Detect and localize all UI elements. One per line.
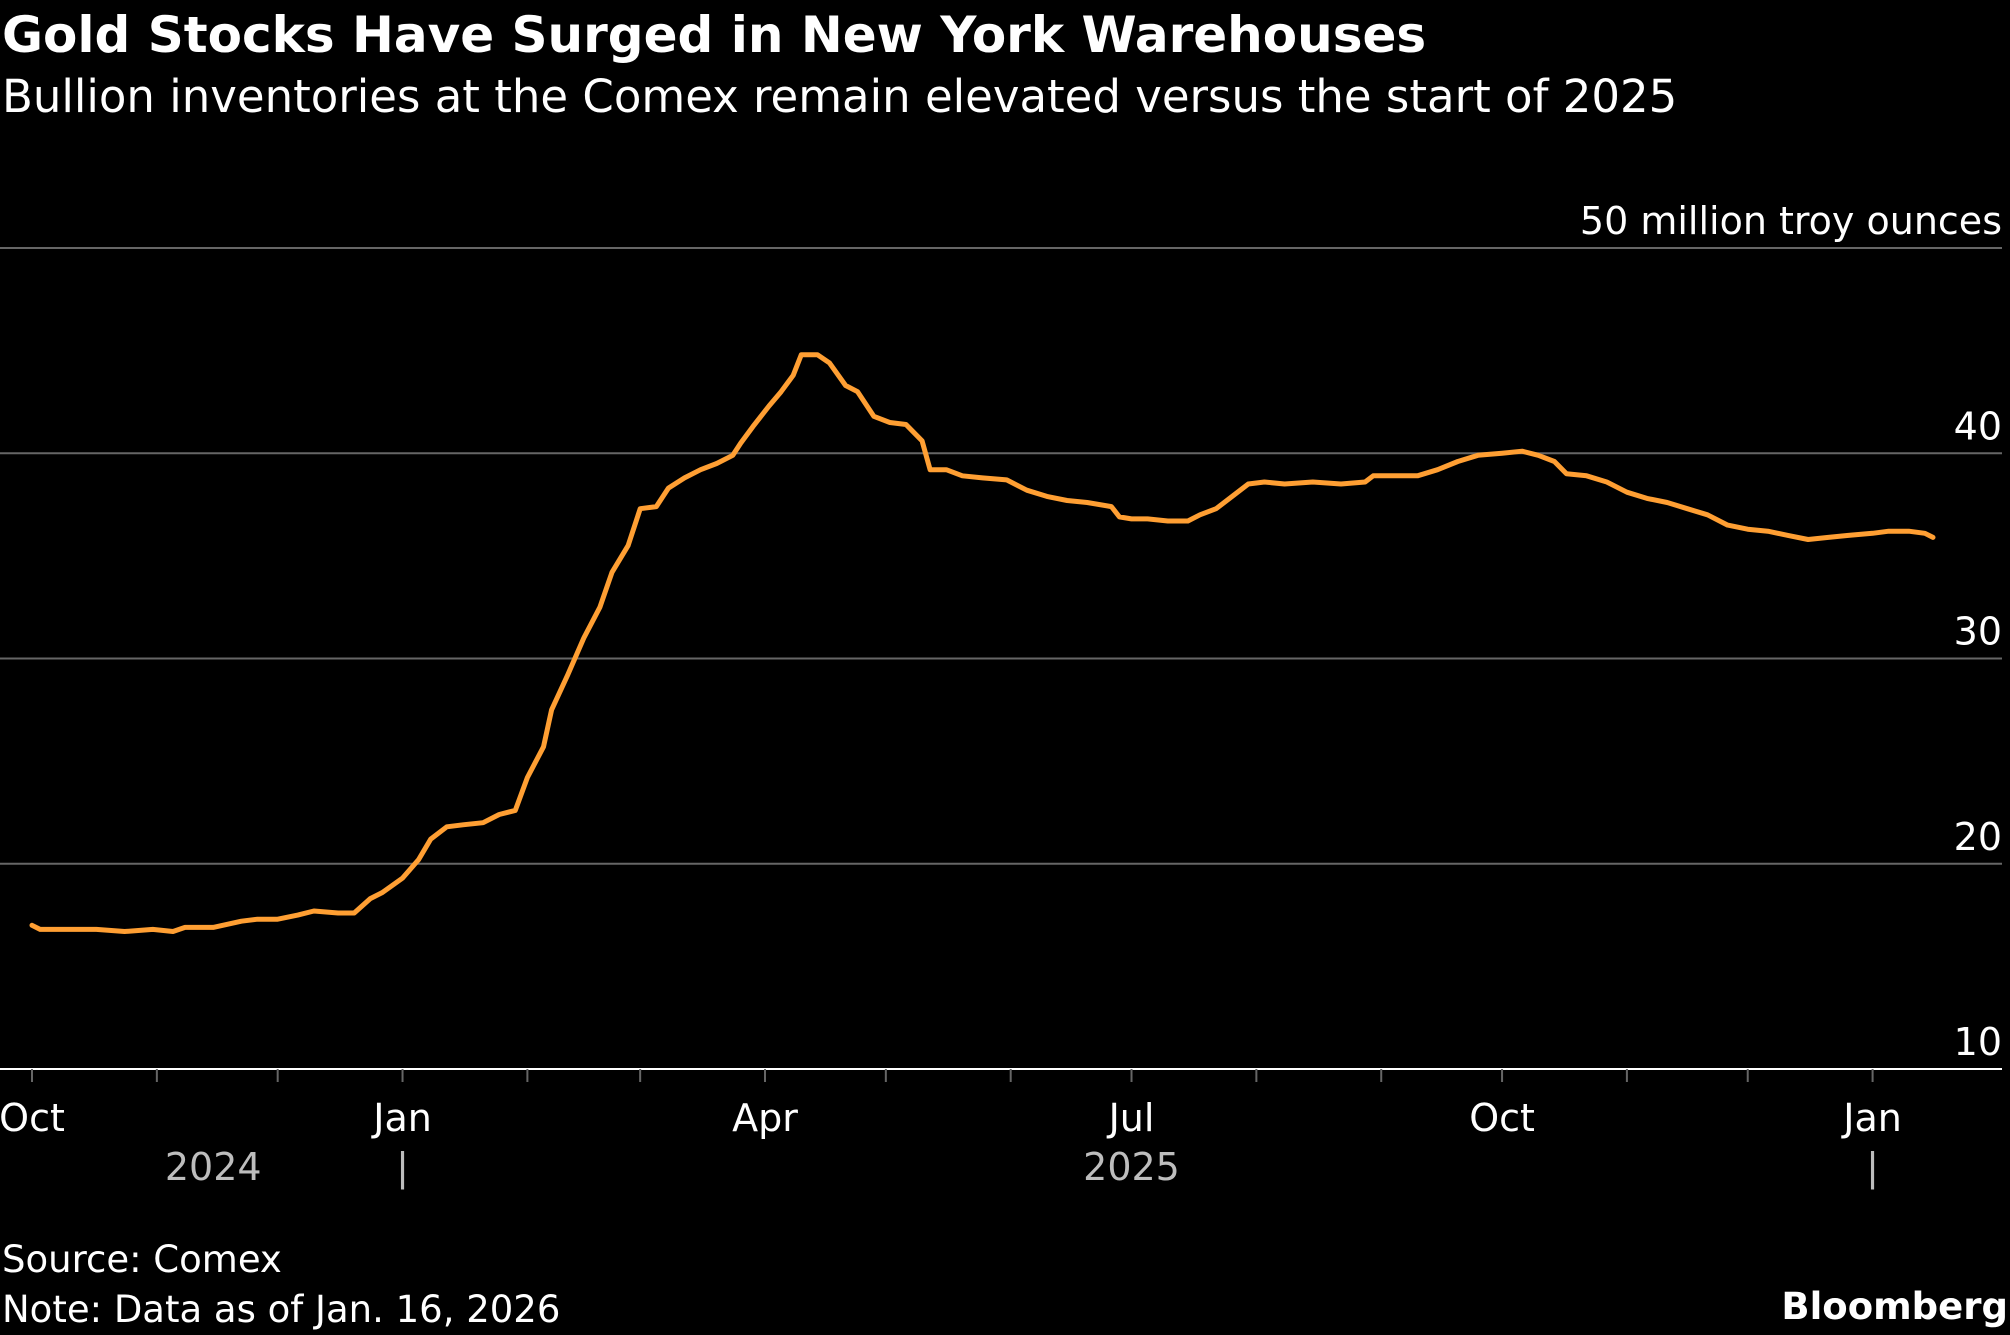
y-tick-label: 40: [1954, 404, 2002, 448]
x-tick-label: Oct: [1469, 1096, 1535, 1140]
y-tick-label: 30: [1954, 610, 2002, 654]
year-label: 2025: [1083, 1145, 1180, 1189]
x-tick-label: Apr: [732, 1096, 798, 1140]
chart-title: Gold Stocks Have Surged in New York Ware…: [2, 6, 1427, 64]
y-unit-label: 50 million troy ounces: [1580, 199, 2002, 243]
bloomberg-logo: Bloomberg: [1781, 1285, 2008, 1328]
x-tick-label: Jan: [1841, 1096, 1902, 1140]
chart-subtitle: Bullion inventories at the Comex remain …: [2, 70, 1678, 123]
series-layer: [29, 352, 1936, 934]
x-axis: [31, 1069, 1874, 1082]
x-tick-label: Jul: [1107, 1096, 1155, 1140]
y-tick-label: 20: [1954, 815, 2002, 859]
year-divider: |: [396, 1145, 409, 1190]
x-tick-label: Jan: [371, 1096, 432, 1140]
source-note: Source: Comex: [2, 1238, 282, 1281]
year-label: 2024: [165, 1145, 262, 1189]
y-tick-label: 10: [1954, 1020, 2002, 1064]
series-line-0: [29, 352, 1936, 934]
axis-labels: 10 20 30 40 50 million troy ounces Oct Jan Apr J…: [0, 199, 2002, 1190]
year-divider: |: [1866, 1145, 1879, 1190]
x-tick-label: Oct: [0, 1096, 65, 1140]
data-note: Note: Data as of Jan. 16, 2026: [2, 1288, 561, 1331]
gridlines: [0, 247, 2002, 1070]
